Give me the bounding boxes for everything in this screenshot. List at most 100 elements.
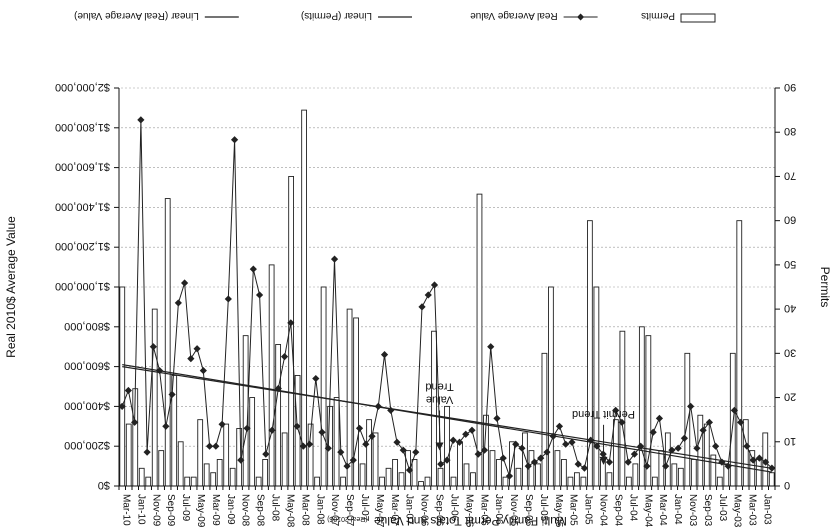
value-point bbox=[262, 450, 270, 458]
value-point bbox=[149, 343, 157, 351]
x-tick-label: Mar-06 bbox=[478, 494, 489, 526]
permit-bars bbox=[119, 109, 775, 487]
value-point bbox=[212, 442, 220, 450]
x-axis-tick-labels: Jan-03 Mar-03 May-03 Jul-03 Sep-03 Nov-03 Jan-… bbox=[120, 494, 772, 528]
permit-bar bbox=[528, 450, 535, 487]
value-point bbox=[612, 406, 620, 414]
annotation-word: Trend bbox=[425, 380, 453, 392]
value-trend-line bbox=[122, 364, 772, 473]
permit-bar bbox=[372, 432, 379, 487]
value-point bbox=[218, 420, 226, 428]
annotation-word: Value bbox=[426, 393, 453, 405]
legend-swatch-bar bbox=[680, 13, 716, 23]
x-tick-label: Jan-07 bbox=[404, 494, 415, 525]
permit-bar bbox=[502, 476, 509, 487]
permit-bar bbox=[320, 286, 327, 487]
permit-bar bbox=[138, 467, 145, 487]
x-tick-label: Mar-08 bbox=[299, 494, 310, 526]
permit-bar bbox=[677, 467, 684, 487]
permit-bar bbox=[697, 414, 704, 487]
permit-bar bbox=[561, 459, 567, 487]
value-point bbox=[124, 386, 132, 395]
value-point bbox=[287, 319, 295, 327]
value-point bbox=[387, 406, 395, 414]
value-point bbox=[443, 456, 451, 464]
permit-bar bbox=[255, 476, 262, 487]
permit-bar bbox=[742, 419, 749, 487]
value-point bbox=[224, 295, 232, 303]
permit-bar bbox=[333, 397, 340, 487]
value-point bbox=[549, 432, 557, 440]
permit-bar bbox=[177, 441, 184, 487]
permit-bar bbox=[210, 472, 217, 487]
permit-bar bbox=[716, 476, 723, 487]
value-point bbox=[530, 458, 539, 466]
permit-bar bbox=[366, 419, 372, 487]
value-point bbox=[580, 464, 589, 472]
x-tick-label: Mar-05 bbox=[568, 494, 579, 526]
value-point bbox=[574, 460, 582, 468]
permit-tick-label: 40 bbox=[784, 302, 796, 314]
permit-bar bbox=[587, 220, 593, 487]
value-point bbox=[762, 458, 770, 466]
trend-annotation-label: ValueTrend bbox=[425, 380, 453, 405]
permit-bar bbox=[489, 450, 496, 487]
x-tick-label: Jan-03 bbox=[762, 494, 773, 525]
permit-bar bbox=[437, 467, 444, 487]
value-point bbox=[730, 406, 738, 414]
value-point bbox=[380, 351, 389, 359]
permit-bar bbox=[574, 472, 580, 487]
value-tick-label: $1,400,000 bbox=[55, 200, 110, 212]
permit-bar bbox=[690, 459, 697, 487]
permit-tick-label: 50 bbox=[784, 258, 796, 270]
legend-label: Real Average Value bbox=[470, 10, 558, 21]
permit-bar bbox=[612, 419, 619, 487]
value-point bbox=[430, 281, 439, 289]
value-tick-label: $1,200,000 bbox=[55, 240, 110, 252]
value-point bbox=[605, 458, 614, 466]
right-axis-label: Real 2010$ Average Value bbox=[4, 216, 18, 358]
value-point bbox=[487, 343, 495, 351]
legend-label: Linear (Permits) bbox=[301, 10, 372, 21]
value-point bbox=[274, 384, 282, 393]
permit-bar bbox=[249, 397, 256, 487]
value-point bbox=[374, 402, 382, 410]
permit-bar bbox=[580, 476, 587, 487]
permit-bar bbox=[294, 374, 301, 487]
x-tick-label: Jan-10 bbox=[135, 494, 146, 525]
annotation-arrowhead bbox=[435, 442, 444, 451]
value-point bbox=[499, 454, 507, 462]
value-point bbox=[718, 458, 726, 466]
value-tick-label: $0 bbox=[98, 479, 110, 491]
permit-bar bbox=[190, 476, 197, 487]
permit-bar bbox=[262, 459, 269, 487]
value-point bbox=[230, 136, 239, 144]
value-tick-label: $600,000 bbox=[64, 360, 110, 372]
permit-tick-label: 30 bbox=[784, 346, 796, 358]
permit-bar bbox=[203, 463, 210, 487]
permit-bar bbox=[125, 423, 132, 487]
permit-bar bbox=[567, 476, 574, 487]
x-tick-label: Nov-09 bbox=[150, 494, 161, 527]
value-point bbox=[655, 414, 664, 422]
permit-bar bbox=[522, 432, 528, 487]
legend-label: Linear (Real Average Value) bbox=[74, 10, 199, 21]
permit-bar bbox=[431, 330, 437, 487]
x-tick-label: Jul-04 bbox=[627, 494, 638, 522]
permit-bar bbox=[164, 198, 171, 487]
value-point bbox=[493, 414, 501, 422]
x-tick-label: Mar-10 bbox=[120, 494, 131, 526]
x-tick-label: May-03 bbox=[732, 494, 743, 528]
value-point bbox=[268, 426, 276, 434]
x-tick-label: Jan-08 bbox=[314, 494, 325, 525]
permit-bar bbox=[418, 481, 424, 487]
trend-annotation-label: Permit Trend bbox=[572, 408, 635, 420]
permit-tick-label: 90 bbox=[784, 81, 796, 93]
value-point bbox=[693, 444, 701, 452]
x-tick-label: Jan-06 bbox=[493, 494, 504, 525]
permit-bar bbox=[703, 423, 710, 487]
value-point bbox=[131, 418, 139, 426]
x-tick-label: Jan-05 bbox=[583, 494, 594, 525]
permit-bar bbox=[470, 472, 476, 487]
